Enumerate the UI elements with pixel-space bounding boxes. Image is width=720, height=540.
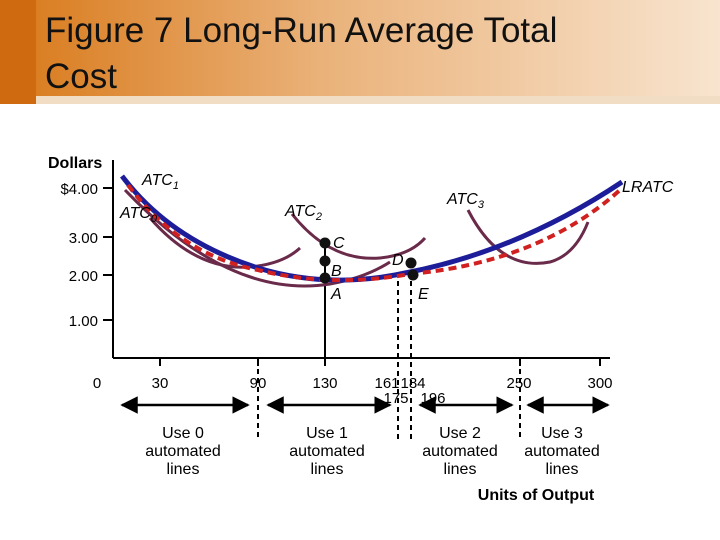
title-line: Cost [45, 57, 117, 96]
range-label: automated [422, 443, 498, 460]
y-axis-label: Dollars [48, 155, 102, 172]
x-tick-label: 184 [400, 375, 425, 392]
curve-label: ATC2 [284, 203, 322, 223]
range-label: lines [444, 461, 477, 478]
range-label: Use 1 [306, 425, 348, 442]
x-tick-label: 250 [506, 375, 531, 392]
x-tick-label: 30 [152, 375, 169, 392]
range-label: lines [311, 461, 344, 478]
title-accent [0, 0, 36, 104]
x-tick-label: 300 [587, 375, 612, 392]
x-tick-label: 130 [312, 375, 337, 392]
dividers [257, 272, 521, 440]
title-rule [36, 96, 720, 104]
curve-label: ATC3 [446, 191, 485, 211]
point-label: E [418, 286, 429, 303]
range-label: lines [546, 461, 579, 478]
points [319, 237, 419, 284]
lratc-curve [120, 174, 624, 283]
point-label: D [392, 252, 404, 269]
range-label: Use 2 [439, 425, 481, 442]
range-label: automated [145, 443, 221, 460]
range-label: lines [167, 461, 200, 478]
curve-label: ATC1 [141, 172, 179, 192]
y-tick-label: 3.00 [69, 230, 98, 247]
x-tick-label: 161 [374, 375, 399, 392]
range-label: Use 0 [162, 425, 204, 442]
title-band [0, 0, 720, 104]
curve-label: LRATC [622, 179, 674, 196]
point-label: A [330, 286, 342, 303]
y-tick-label: 2.00 [69, 268, 98, 285]
point-label: B [331, 263, 342, 280]
range-label: automated [524, 443, 600, 460]
range-label: Use 3 [541, 425, 583, 442]
title-line: Figure 7 Long-Run Average Total [45, 11, 557, 50]
point-label: C [333, 235, 345, 252]
x-origin-label: 0 [93, 375, 101, 392]
y-tick-label: $4.00 [60, 181, 98, 198]
curve-label: ATC0 [119, 205, 158, 225]
envelope-curve [126, 183, 622, 283]
range-label: automated [289, 443, 365, 460]
x-axis-label: Units of Output [478, 487, 595, 504]
y-tick-label: 1.00 [69, 313, 98, 330]
x-tick-label: 90 [250, 375, 267, 392]
